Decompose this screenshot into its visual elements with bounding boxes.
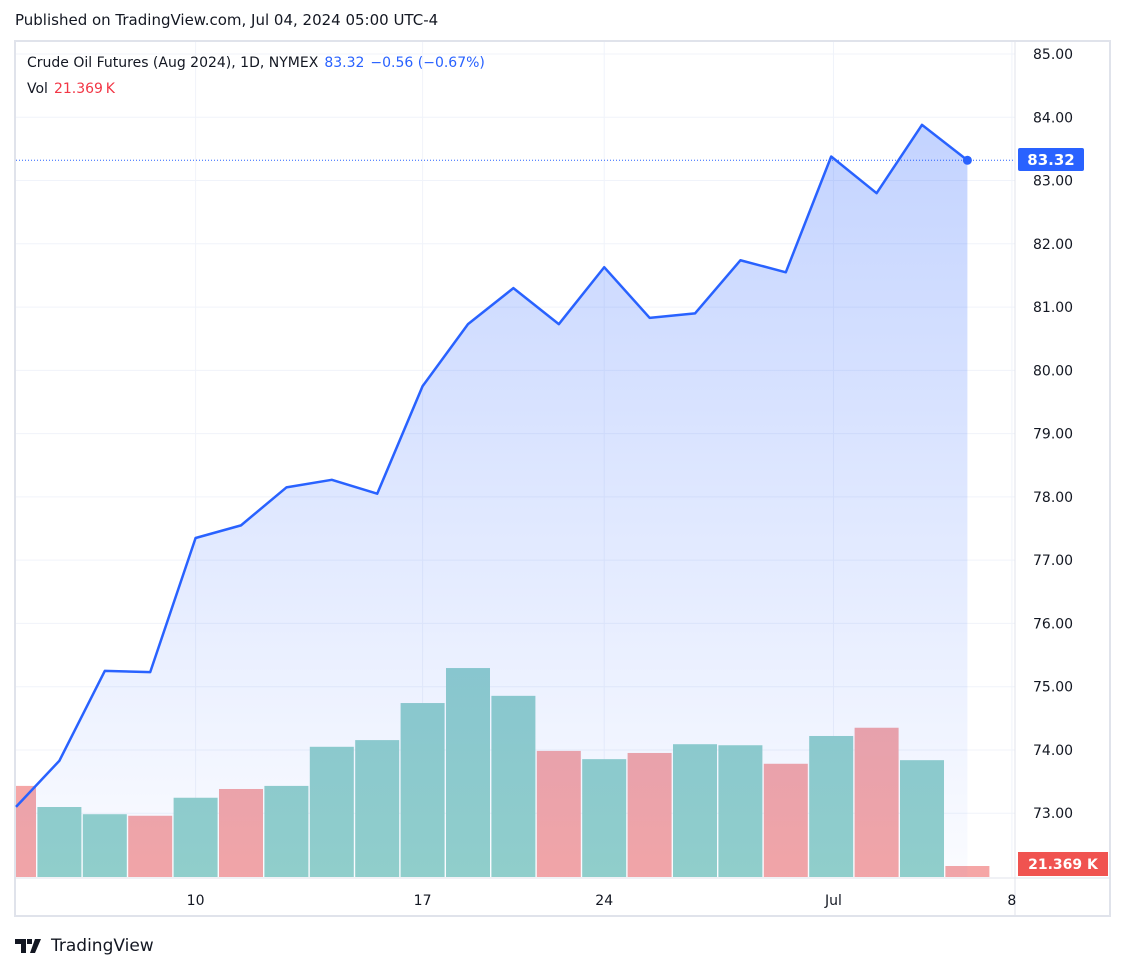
y-tick-label: 74.00 bbox=[1033, 743, 1073, 759]
x-tick-label: 24 bbox=[595, 893, 613, 909]
price-area-fill bbox=[16, 124, 968, 877]
y-tick-label: 80.00 bbox=[1033, 363, 1073, 379]
y-tick-label: 81.00 bbox=[1033, 300, 1073, 316]
x-tick-label: 17 bbox=[414, 893, 432, 909]
last-price: 83.32 bbox=[324, 55, 365, 71]
price-change: −0.56 (−0.67%) bbox=[370, 55, 485, 71]
volume-value: 21.369 K bbox=[53, 81, 115, 97]
y-tick-label: 73.00 bbox=[1033, 806, 1073, 822]
tradingview-logo-icon bbox=[15, 939, 41, 953]
y-tick-label: 84.00 bbox=[1033, 110, 1073, 126]
price-badge-text: 83.32 bbox=[1027, 151, 1074, 169]
symbol-title: Crude Oil Futures (Aug 2024), 1D, NYMEX bbox=[27, 55, 319, 71]
published-caption: Published on TradingView.com, Jul 04, 20… bbox=[15, 11, 439, 29]
y-tick-label: 82.00 bbox=[1033, 237, 1073, 253]
y-tick-label: 83.00 bbox=[1033, 174, 1073, 190]
x-tick-label: 8 bbox=[1007, 893, 1016, 909]
price-badge bbox=[1018, 148, 1084, 171]
y-tick-label: 85.00 bbox=[1033, 47, 1073, 63]
x-tick-label: Jul bbox=[824, 893, 842, 909]
y-tick-label: 79.00 bbox=[1033, 427, 1073, 443]
tradingview-logo[interactable]: TradingView bbox=[15, 936, 154, 956]
y-tick-label: 75.00 bbox=[1033, 680, 1073, 696]
y-tick-label: 76.00 bbox=[1033, 616, 1073, 632]
x-tick-label: 10 bbox=[187, 893, 205, 909]
y-tick-label: 77.00 bbox=[1033, 553, 1073, 569]
symbol-legend: Crude Oil Futures (Aug 2024), 1D, NYMEX 8… bbox=[27, 55, 485, 71]
price-line bbox=[15, 123, 969, 808]
y-tick-label: 78.00 bbox=[1033, 490, 1073, 506]
volume-legend: Vol 21.369 K bbox=[27, 81, 115, 97]
brand-name: TradingView bbox=[51, 936, 154, 956]
last-price-dot bbox=[962, 155, 972, 165]
volume-label: Vol bbox=[27, 81, 48, 97]
volume-badge bbox=[1018, 852, 1108, 876]
chart-frame bbox=[14, 40, 1111, 917]
volume-badge-text: 21.369 K bbox=[1028, 857, 1099, 873]
